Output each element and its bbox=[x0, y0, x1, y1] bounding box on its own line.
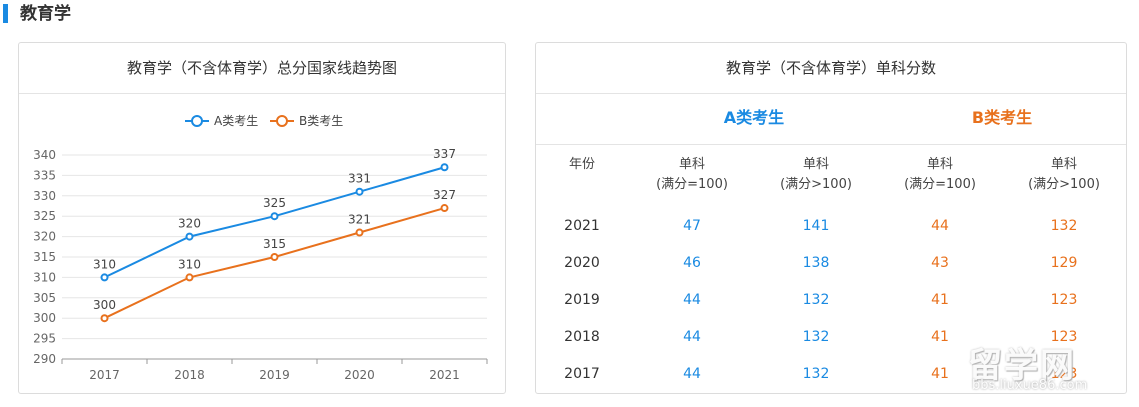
section-accent-bar bbox=[3, 4, 8, 23]
data-label: 337 bbox=[433, 147, 456, 161]
score-a-over-cell: 138 bbox=[802, 255, 830, 271]
year-cell: 2020 bbox=[564, 255, 600, 271]
score-b-over-cell: 123 bbox=[1050, 366, 1078, 382]
y-tick-label: 290 bbox=[33, 352, 56, 366]
x-tick-label: 2021 bbox=[429, 368, 460, 382]
table-row: 2019 44 132 41 123 bbox=[536, 290, 1126, 310]
column-header-a-over: 单科 (满分>100) bbox=[756, 155, 876, 195]
column-header-line2: (满分=100) bbox=[904, 177, 976, 192]
data-point bbox=[440, 204, 449, 213]
score-b-over-cell: 123 bbox=[1050, 329, 1078, 345]
score-b-over-cell: 129 bbox=[1050, 255, 1078, 271]
data-point bbox=[185, 232, 194, 241]
column-header-b100: 单科 (满分=100) bbox=[880, 155, 1000, 195]
score-b100-cell: 41 bbox=[931, 292, 949, 308]
data-point bbox=[440, 163, 449, 172]
y-tick-label: 295 bbox=[33, 332, 56, 346]
score-b100-cell: 43 bbox=[931, 255, 949, 271]
data-point bbox=[270, 253, 279, 261]
column-header-a100: 单科 (满分=100) bbox=[632, 155, 752, 195]
column-header-line1: 单科 bbox=[678, 157, 705, 172]
score-b100-cell: 44 bbox=[931, 218, 949, 234]
column-header-line1: 单科 bbox=[1050, 157, 1077, 172]
table-panel-title: 教育学（不含体育学）单科分数 bbox=[536, 43, 1126, 94]
data-point bbox=[355, 187, 364, 196]
x-tick-label: 2017 bbox=[89, 368, 120, 382]
data-label: 310 bbox=[93, 257, 116, 271]
year-cell: 2018 bbox=[564, 329, 600, 345]
score-b-over-cell: 132 bbox=[1050, 218, 1078, 234]
column-header-b-over: 单科 (满分>100) bbox=[1004, 155, 1124, 195]
column-header-line2: (满分>100) bbox=[780, 177, 852, 192]
x-tick-label: 2019 bbox=[259, 368, 290, 382]
category-a-header: A类考生 bbox=[723, 108, 785, 127]
chart-panel-title: 教育学（不含体育学）总分国家线趋势图 bbox=[19, 43, 505, 94]
series-line-b bbox=[104, 207, 445, 320]
data-label: 310 bbox=[178, 257, 201, 271]
year-header-label: 年份 bbox=[568, 157, 595, 172]
score-a-over-cell: 141 bbox=[802, 218, 830, 234]
data-label: 321 bbox=[348, 213, 371, 227]
legend-swatch-marker bbox=[191, 115, 203, 127]
year-cell: 2021 bbox=[564, 218, 600, 234]
single-subject-panel: 教育学（不含体育学）单科分数 A类考生 B类考生 年份 单科 (满分=100) … bbox=[535, 42, 1127, 394]
data-label: 300 bbox=[93, 298, 116, 312]
score-a100-cell: 44 bbox=[683, 329, 701, 345]
data-point bbox=[185, 273, 194, 282]
y-tick-label: 310 bbox=[33, 270, 56, 284]
y-tick-label: 325 bbox=[33, 209, 56, 223]
data-point bbox=[100, 273, 109, 282]
score-a100-cell: 46 bbox=[683, 255, 701, 271]
data-point bbox=[100, 314, 109, 323]
table-row: 2017 44 132 41 123 bbox=[536, 364, 1126, 384]
column-header-line1: 单科 bbox=[926, 157, 953, 172]
score-a100-cell: 44 bbox=[683, 366, 701, 382]
legend-label: A类考生 bbox=[214, 114, 258, 128]
y-tick-label: 300 bbox=[33, 311, 56, 325]
y-tick-label: 315 bbox=[33, 250, 56, 264]
data-point bbox=[355, 228, 364, 237]
data-label: 327 bbox=[433, 188, 456, 202]
section-header: 教育学 bbox=[0, 0, 1139, 30]
trend-line-chart: 290 295 300 305 310 315 320 325 330 335 340 2017 201… bbox=[33, 114, 488, 382]
x-tick-label: 2018 bbox=[174, 368, 205, 382]
y-tick-label: 305 bbox=[33, 291, 56, 305]
section-title: 教育学 bbox=[20, 4, 71, 24]
year-column-header: 年份 bbox=[536, 155, 628, 175]
table-divider bbox=[536, 144, 1126, 145]
trend-chart-panel: 教育学（不含体育学）总分国家线趋势图 290 295 300 305 310 315 320… bbox=[18, 42, 506, 394]
data-point bbox=[270, 212, 279, 221]
data-label: 320 bbox=[178, 217, 201, 231]
data-label: 315 bbox=[263, 237, 286, 251]
year-cell: 2019 bbox=[564, 292, 600, 308]
score-a-over-cell: 132 bbox=[802, 329, 830, 345]
column-header-line2: (满分>100) bbox=[1028, 177, 1100, 192]
table-row: 2018 44 132 41 123 bbox=[536, 327, 1126, 347]
y-tick-label: 320 bbox=[33, 230, 56, 244]
legend-swatch-marker bbox=[276, 115, 288, 127]
data-label: 331 bbox=[348, 172, 371, 186]
y-tick-label: 335 bbox=[33, 168, 56, 182]
score-b-over-cell: 123 bbox=[1050, 292, 1078, 308]
column-header-line1: 单科 bbox=[802, 157, 829, 172]
data-label: 325 bbox=[263, 196, 286, 210]
score-a-over-cell: 132 bbox=[802, 292, 830, 308]
legend-label: B类考生 bbox=[299, 114, 343, 128]
table-row: 2020 46 138 43 129 bbox=[536, 253, 1126, 273]
x-tick-label: 2020 bbox=[344, 368, 375, 382]
score-a100-cell: 47 bbox=[683, 218, 701, 234]
score-a100-cell: 44 bbox=[683, 292, 701, 308]
column-header-line2: (满分=100) bbox=[656, 177, 728, 192]
table-row: 2021 47 141 44 132 bbox=[536, 216, 1126, 236]
category-b-header: B类考生 bbox=[971, 108, 1033, 127]
score-b100-cell: 41 bbox=[931, 329, 949, 345]
y-tick-label: 330 bbox=[33, 189, 56, 203]
score-a-over-cell: 132 bbox=[802, 366, 830, 382]
year-cell: 2017 bbox=[564, 366, 600, 382]
score-b100-cell: 41 bbox=[931, 366, 949, 382]
y-tick-label: 340 bbox=[33, 148, 56, 162]
